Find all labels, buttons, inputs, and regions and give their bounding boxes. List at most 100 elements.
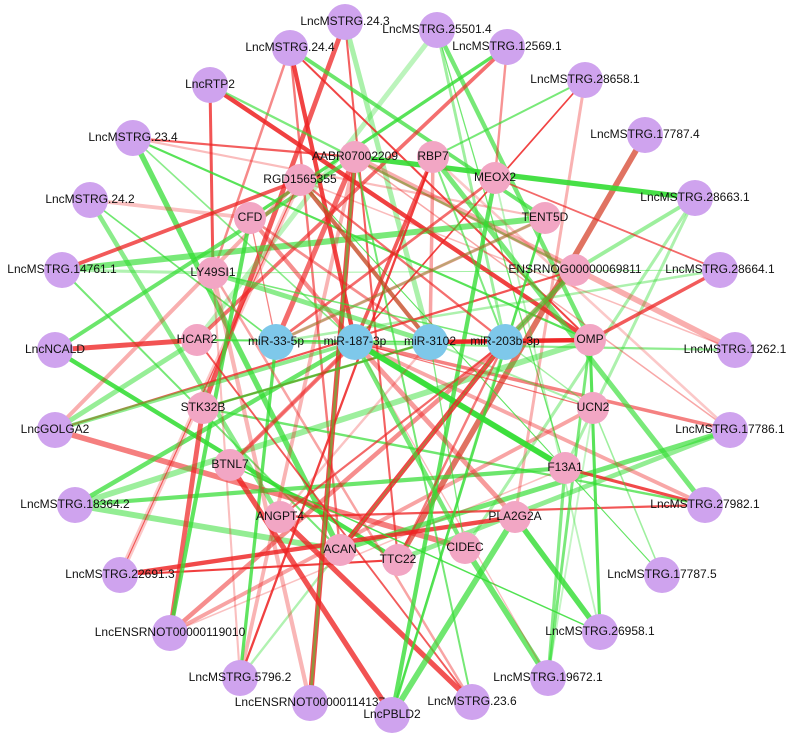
lnc-label: LncMSTRG.26958.1 bbox=[545, 624, 655, 638]
edge bbox=[87, 197, 283, 520]
edge bbox=[493, 45, 509, 180]
lnc-label: LncMSTRG.23.6 bbox=[427, 694, 517, 708]
edge bbox=[208, 83, 215, 275]
mirna-label: miR-33-5p bbox=[248, 334, 304, 348]
edge bbox=[53, 340, 357, 432]
edge bbox=[60, 178, 302, 272]
edge bbox=[353, 340, 732, 432]
edge bbox=[462, 545, 551, 681]
edge bbox=[435, 28, 507, 344]
edge bbox=[207, 82, 593, 343]
mrna-label: UCN2 bbox=[577, 400, 610, 414]
edge bbox=[210, 270, 313, 706]
edge bbox=[353, 340, 707, 507]
mrna-node bbox=[284, 164, 316, 196]
lnc-node bbox=[222, 660, 258, 696]
edge bbox=[201, 406, 707, 507]
mrna-node bbox=[382, 544, 414, 576]
edge bbox=[389, 175, 498, 718]
edge bbox=[429, 341, 466, 549]
mirna-node bbox=[337, 324, 373, 360]
edge bbox=[88, 198, 252, 220]
edge bbox=[339, 341, 506, 551]
edge bbox=[547, 407, 594, 679]
lnc-node bbox=[567, 62, 603, 98]
edge bbox=[352, 154, 698, 201]
lnc-label: LncMSTRG.27982.1 bbox=[650, 497, 760, 511]
edge bbox=[278, 340, 432, 519]
edge bbox=[396, 340, 507, 562]
mrna-node bbox=[324, 534, 356, 566]
lnc-label: LncMSTRG.18364.2 bbox=[20, 497, 130, 511]
mrna-label: PLA2G2A bbox=[488, 509, 541, 523]
mrna-label: TTC22 bbox=[380, 552, 417, 566]
mrna-node bbox=[214, 449, 246, 481]
edge bbox=[229, 464, 601, 633]
edge bbox=[494, 177, 721, 271]
mrna-label: TENT5D bbox=[522, 210, 569, 224]
mrna-node bbox=[549, 452, 581, 484]
edge bbox=[211, 46, 292, 275]
lnc-node bbox=[57, 487, 93, 523]
mrna-label: LY49SI1 bbox=[190, 265, 235, 279]
edge bbox=[354, 341, 594, 409]
edge bbox=[227, 462, 395, 718]
lnc-node bbox=[292, 685, 328, 721]
edge bbox=[298, 178, 507, 344]
lnc-label: LncRTP2 bbox=[185, 77, 235, 91]
edge bbox=[431, 155, 732, 432]
mrna-node bbox=[181, 324, 213, 356]
edge bbox=[354, 156, 473, 703]
edge bbox=[169, 467, 566, 634]
lnc-node bbox=[687, 487, 723, 523]
edge bbox=[428, 155, 435, 344]
mrna-label: CFD bbox=[238, 210, 263, 224]
lnc-label: LncMSTRG.19672.1 bbox=[493, 670, 603, 684]
edge bbox=[119, 179, 301, 576]
lnc-node bbox=[677, 180, 713, 216]
edges bbox=[52, 19, 738, 718]
lnc-label: LncMSTRG.23.4 bbox=[88, 130, 178, 144]
edge bbox=[278, 340, 507, 519]
mrna-label: HCAR2 bbox=[177, 332, 218, 346]
edge bbox=[248, 216, 432, 344]
edge bbox=[212, 272, 506, 343]
edge bbox=[430, 154, 708, 508]
edge bbox=[429, 341, 594, 409]
edge bbox=[431, 78, 587, 159]
mirna-label: miR-3102 bbox=[404, 334, 456, 348]
edge bbox=[52, 337, 200, 353]
mrna-label: OMP bbox=[576, 332, 603, 346]
mrna-node bbox=[234, 202, 266, 234]
lnc-label: LncENSRNOT00000119010 bbox=[95, 625, 246, 639]
lnc-label: LncMSTRG.17787.4 bbox=[590, 127, 700, 141]
edge bbox=[274, 216, 547, 344]
lnc-node bbox=[327, 4, 363, 40]
edge bbox=[343, 20, 400, 562]
edge bbox=[337, 339, 508, 553]
lnc-label: LncMSTRG.28664.1 bbox=[665, 262, 775, 276]
edge bbox=[196, 339, 431, 343]
lnc-node bbox=[454, 684, 490, 720]
edge bbox=[494, 177, 601, 633]
edge bbox=[118, 558, 400, 577]
mrna-label: AABR07002209 bbox=[312, 149, 398, 163]
edge bbox=[247, 215, 358, 345]
edge bbox=[59, 215, 548, 273]
lnc-node bbox=[644, 557, 680, 593]
edge bbox=[563, 466, 707, 507]
mrna-node bbox=[449, 532, 481, 564]
mrna-label: STK32B bbox=[181, 400, 226, 414]
edge bbox=[196, 339, 473, 703]
edge bbox=[342, 19, 433, 345]
mrna-node bbox=[577, 392, 609, 424]
mrna-node bbox=[264, 501, 296, 533]
edge bbox=[429, 341, 466, 549]
mrna-label: F13A1 bbox=[547, 460, 583, 474]
lnc-label: LncMSTRG.17787.5 bbox=[607, 567, 717, 581]
mrna-node bbox=[339, 141, 371, 173]
edge bbox=[210, 270, 433, 345]
lnc-node bbox=[102, 557, 138, 593]
mirna-node bbox=[412, 324, 448, 360]
lnc-label: LncMSTRG.28658.1 bbox=[530, 72, 640, 86]
